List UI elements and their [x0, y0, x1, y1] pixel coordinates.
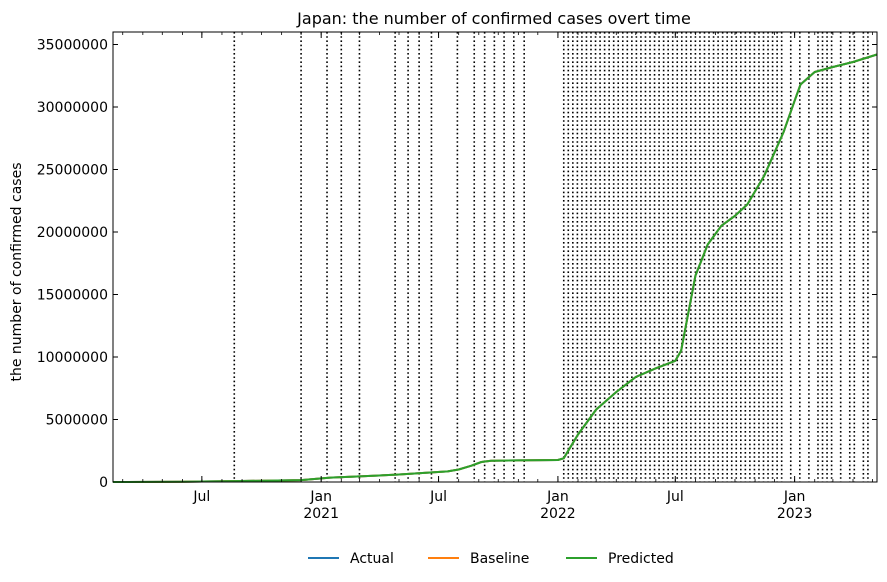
- x-tick-label: Jul: [192, 489, 210, 505]
- series-line-predicted: [112, 53, 878, 483]
- y-tick-label: 30000000: [37, 100, 108, 116]
- series-lines: [112, 53, 878, 483]
- chart-title: Japan: the number of confirmed cases ove…: [296, 9, 691, 28]
- y-tick-label: 25000000: [37, 163, 108, 179]
- y-axis-label: the number of confirmed cases: [9, 163, 25, 382]
- x-tick-label: Jul: [429, 489, 447, 505]
- legend-label-actual: Actual: [350, 551, 394, 567]
- legend-label-predicted: Predicted: [608, 551, 674, 567]
- vertical-markers: [233, 32, 869, 482]
- legend-label-baseline: Baseline: [470, 551, 529, 567]
- x-tick-label: Jan: [783, 489, 806, 505]
- y-tick-label: 35000000: [37, 38, 108, 54]
- x-tick-label: Jan: [546, 489, 569, 505]
- plot-frame: [112, 31, 878, 483]
- y-tick-label: 15000000: [37, 288, 108, 304]
- x-tick-label: Jan: [309, 489, 332, 505]
- x-tick-label: Jul: [666, 489, 684, 505]
- y-tick-label: 10000000: [37, 350, 108, 366]
- x-tick-sublabel: 2023: [777, 506, 813, 522]
- x-tick-sublabel: 2022: [540, 506, 576, 522]
- y-tick-label: 5000000: [46, 413, 108, 429]
- y-tick-label: 0: [99, 475, 108, 491]
- y-tick-label: 20000000: [37, 225, 108, 241]
- y-axis-ticks: 0 5000000 10000000 15000000 20000000 25000000…: [37, 38, 877, 491]
- x-tick-sublabel: 2021: [303, 506, 339, 522]
- legend: Actual Baseline Predicted: [308, 551, 674, 567]
